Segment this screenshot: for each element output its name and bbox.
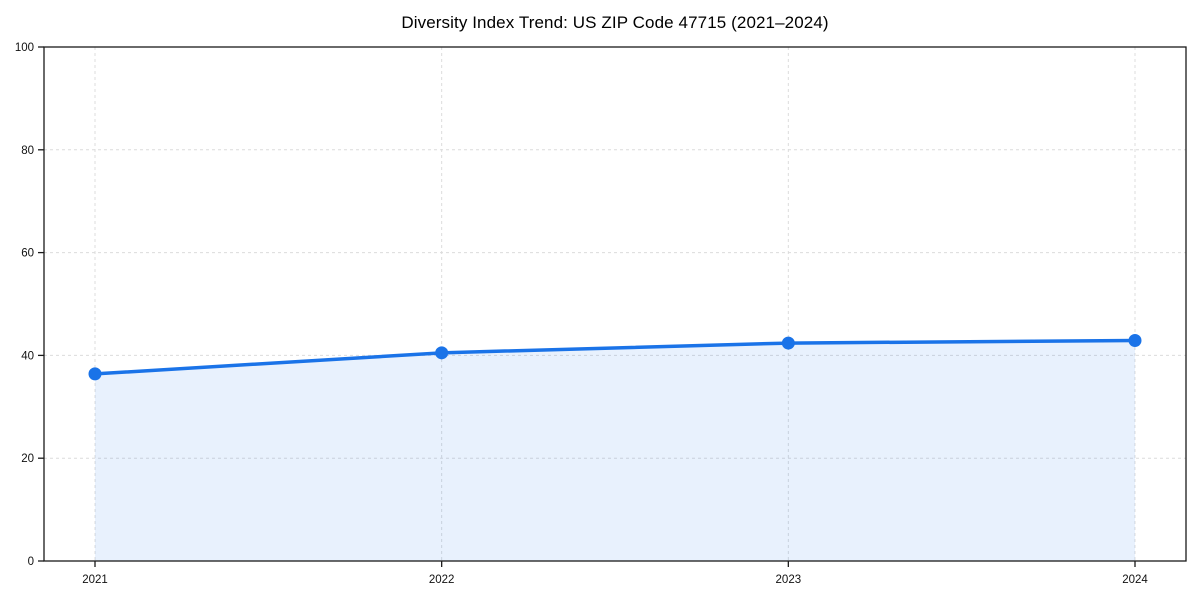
x-tick-label: 2022 <box>429 574 455 586</box>
x-tick-label: 2023 <box>776 574 802 586</box>
x-tick-label: 2024 <box>1122 574 1148 586</box>
trend-line <box>93 338 1137 376</box>
y-tick-label: 60 <box>21 248 34 260</box>
plot-border <box>43 46 1187 562</box>
y-tick-label: 80 <box>21 145 34 157</box>
y-tick-label: 0 <box>28 556 34 568</box>
data-point-marker <box>781 336 795 350</box>
data-point-marker <box>88 367 102 381</box>
x-tick-label: 2021 <box>82 574 108 586</box>
y-tick-label: 40 <box>21 350 34 362</box>
data-point-marker <box>435 346 449 360</box>
chart-title: Diversity Index Trend: US ZIP Code 47715… <box>401 13 829 32</box>
y-tick-label: 100 <box>15 42 34 54</box>
y-tick-label: 20 <box>21 453 34 465</box>
area-fill <box>95 340 1135 561</box>
data-point-marker <box>1128 333 1142 347</box>
